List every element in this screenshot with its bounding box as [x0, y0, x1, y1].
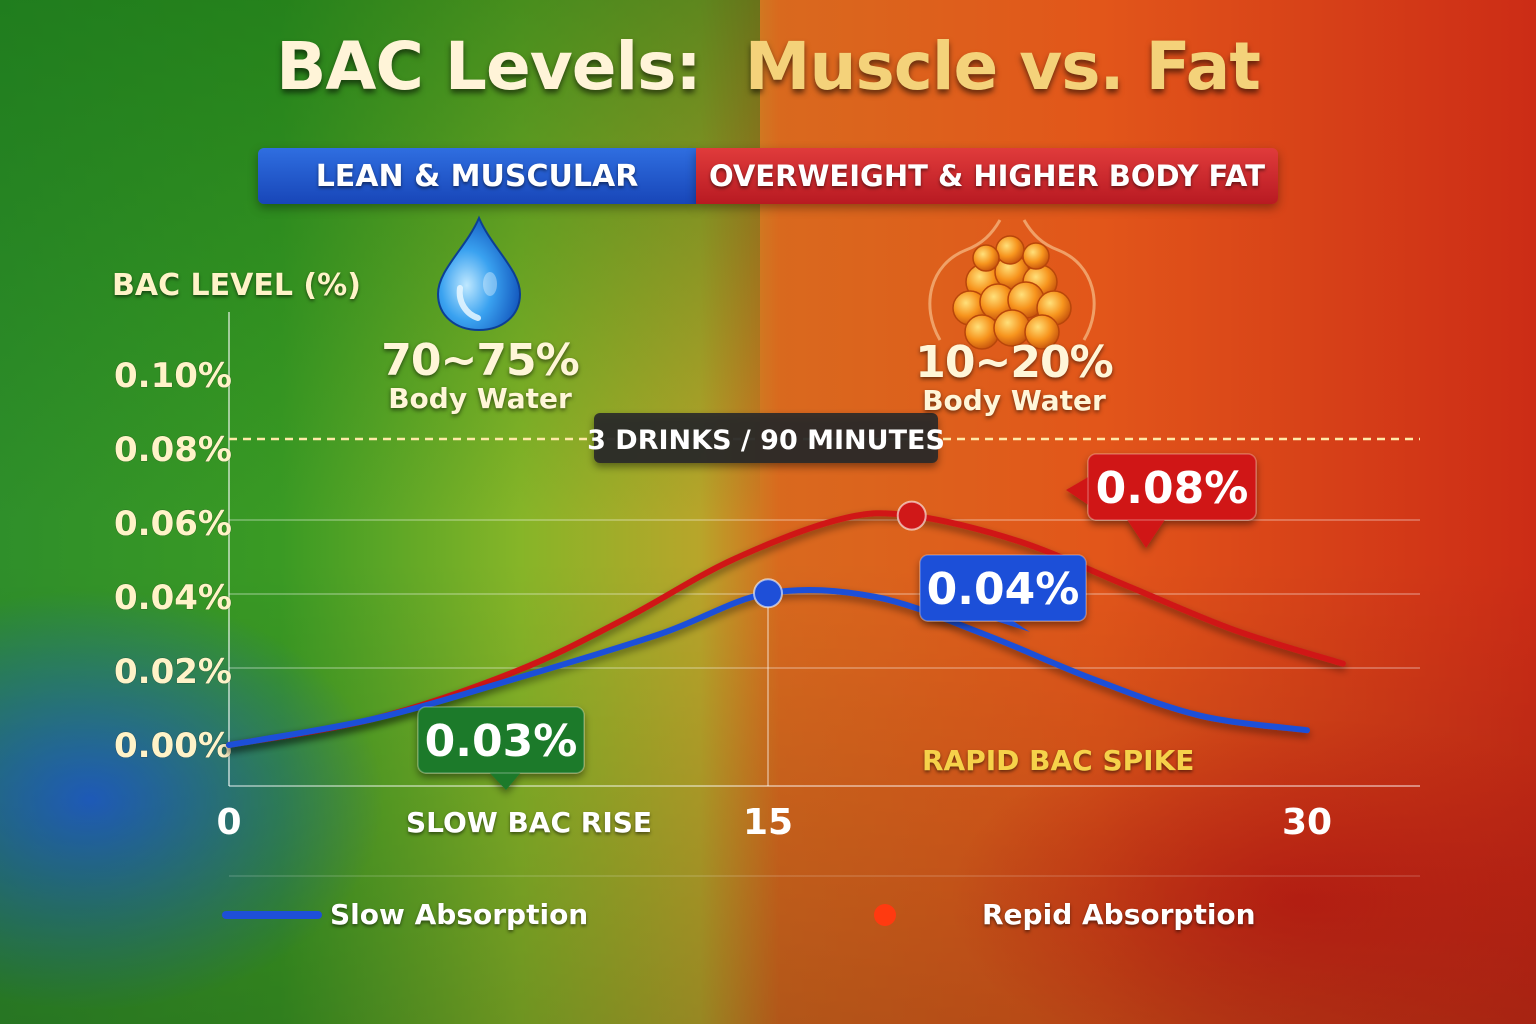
- fat-cell: [1022, 242, 1050, 270]
- callout-slow-peak-pointer: [990, 619, 1030, 632]
- fat-body-water: 10~20% Body Water: [914, 340, 1114, 416]
- fat-cells-icon: [928, 219, 1096, 350]
- y-tick-label: 0.10%: [114, 356, 232, 396]
- legend-rapid-marker: [874, 904, 896, 926]
- threshold-label-box: [594, 413, 938, 463]
- slow-absorption-peak-point: [753, 578, 783, 609]
- callout-slow-rise-pointer: [488, 771, 522, 790]
- threshold-label: 3 DRINKS / 90 MINUTES: [587, 425, 945, 456]
- fat-cell: [1024, 314, 1060, 350]
- x-tick-label: 0: [216, 802, 241, 843]
- legend-rapid-absorption-label: Repid Absorption: [982, 898, 1256, 931]
- callout-slow-peak: 0.04%: [919, 554, 1087, 632]
- slow-bac-rise-note: SLOW BAC RISE: [406, 806, 653, 839]
- rapid-absorption-peak-point: [896, 500, 927, 531]
- water-drop-icon: [436, 215, 522, 332]
- y-tick-label: 0.08%: [114, 430, 232, 470]
- y-tick-label: 0.04%: [114, 578, 232, 618]
- lean-body-water-label: Body Water: [388, 382, 572, 415]
- y-tick-label: 0.00%: [114, 726, 232, 766]
- title-part-1: BAC Levels:: [276, 28, 702, 105]
- y-tick-label: 0.02%: [114, 652, 232, 692]
- fat-body-water-label: Body Water: [922, 384, 1106, 417]
- callout-slow-rise-box: [417, 706, 585, 774]
- title-part-2: Muscle vs. Fat: [744, 28, 1261, 105]
- y-axis-label: BAC LEVEL (%): [112, 268, 361, 303]
- slow-absorption-line: [226, 586, 1310, 748]
- legend-slow-absorption: Slow Absorption: [330, 898, 588, 931]
- y-tick-label: 0.06%: [114, 504, 232, 544]
- legend-slow-absorption-label: Slow Absorption: [330, 898, 589, 931]
- lean-body-water-value: 70~75%: [381, 335, 579, 386]
- callout-rapid-peak-pointer: [1066, 476, 1166, 548]
- x-tick-label: 15: [743, 802, 793, 843]
- callout-slow-rise: 0.03%: [417, 706, 585, 790]
- callout-slow-rise-text: 0.03%: [425, 716, 578, 767]
- callout-rapid-peak-text: 0.08%: [1096, 463, 1249, 514]
- fat-banner: OVERWEIGHT & HIGHER BODY FAT: [696, 148, 1278, 204]
- x-tick-label: 30: [1282, 802, 1332, 843]
- fat-cell: [972, 244, 1000, 272]
- callout-slow-peak-text: 0.04%: [927, 564, 1080, 615]
- page-title: BAC Levels: Muscle vs. Fat: [0, 28, 1536, 105]
- legend-rapid-absorption: Repid Absorption: [982, 898, 1256, 931]
- lean-banner: LEAN & MUSCULAR: [258, 148, 696, 204]
- rapid-bac-spike-note: RAPID BAC SPIKE: [922, 744, 1195, 777]
- fat-cell: [995, 235, 1025, 265]
- fat-body-water-value: 10~20%: [915, 337, 1113, 388]
- callout-rapid-peak-box: [1087, 453, 1257, 521]
- callout-rapid-peak: 0.08%: [1066, 453, 1257, 548]
- lean-body-water: 70~75% Body Water: [380, 338, 580, 414]
- callout-slow-peak-box: [919, 554, 1087, 622]
